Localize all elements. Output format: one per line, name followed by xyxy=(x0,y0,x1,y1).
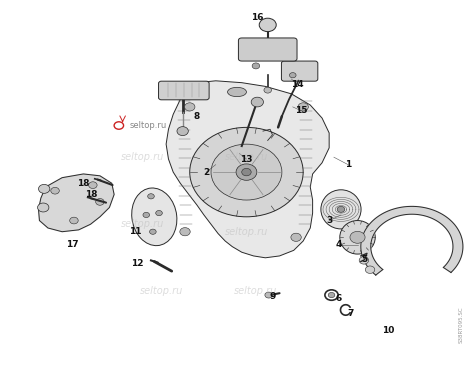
Text: 14: 14 xyxy=(291,80,304,89)
Circle shape xyxy=(350,232,365,243)
Circle shape xyxy=(264,87,272,93)
Circle shape xyxy=(337,206,345,212)
Circle shape xyxy=(265,292,273,298)
Circle shape xyxy=(242,168,251,176)
Circle shape xyxy=(328,292,335,298)
Text: 5: 5 xyxy=(362,255,368,264)
Text: 2: 2 xyxy=(203,168,210,177)
Text: 10: 10 xyxy=(382,326,394,335)
Circle shape xyxy=(252,63,260,69)
Text: 9: 9 xyxy=(269,292,276,301)
Circle shape xyxy=(180,228,190,236)
Text: 13: 13 xyxy=(240,154,253,163)
Text: seltop.ru: seltop.ru xyxy=(225,227,268,237)
Circle shape xyxy=(291,233,301,241)
Circle shape xyxy=(156,211,162,216)
Circle shape xyxy=(251,97,264,107)
Circle shape xyxy=(37,203,49,212)
Circle shape xyxy=(51,187,59,194)
Text: seltop.ru: seltop.ru xyxy=(234,286,278,296)
Circle shape xyxy=(38,184,50,193)
Circle shape xyxy=(298,103,309,111)
Ellipse shape xyxy=(340,221,375,254)
Text: 18: 18 xyxy=(77,179,90,188)
Polygon shape xyxy=(38,174,114,232)
Circle shape xyxy=(150,229,156,234)
Text: 1: 1 xyxy=(345,160,351,169)
Text: seltop.ru: seltop.ru xyxy=(129,121,166,130)
Text: seltop.ru: seltop.ru xyxy=(121,219,164,229)
Text: seltop.ru: seltop.ru xyxy=(140,286,183,296)
Circle shape xyxy=(290,73,296,78)
Circle shape xyxy=(259,18,276,32)
Text: 6: 6 xyxy=(336,294,342,303)
Circle shape xyxy=(190,128,303,217)
Circle shape xyxy=(236,164,257,180)
Text: 12: 12 xyxy=(131,259,144,268)
Polygon shape xyxy=(166,81,329,258)
Text: 8: 8 xyxy=(194,112,200,121)
Circle shape xyxy=(184,103,195,111)
Text: S38RT095.SC: S38RT095.SC xyxy=(459,307,464,343)
Text: 18: 18 xyxy=(85,190,98,199)
Text: 17: 17 xyxy=(66,240,79,249)
Text: 7: 7 xyxy=(347,309,354,318)
Text: 16: 16 xyxy=(251,13,264,22)
Text: 15: 15 xyxy=(294,106,307,115)
Circle shape xyxy=(359,257,369,264)
Circle shape xyxy=(70,217,78,224)
FancyBboxPatch shape xyxy=(282,61,318,81)
Ellipse shape xyxy=(321,190,361,229)
Ellipse shape xyxy=(228,87,246,96)
Ellipse shape xyxy=(132,188,177,246)
FancyBboxPatch shape xyxy=(238,38,297,61)
Text: seltop.ru: seltop.ru xyxy=(225,152,268,162)
Text: 11: 11 xyxy=(129,227,142,236)
FancyBboxPatch shape xyxy=(158,81,209,100)
Polygon shape xyxy=(361,206,463,275)
Text: 3: 3 xyxy=(326,216,332,225)
Circle shape xyxy=(89,182,97,188)
Circle shape xyxy=(211,144,282,200)
Text: 4: 4 xyxy=(336,240,342,249)
Circle shape xyxy=(365,266,375,273)
Circle shape xyxy=(177,127,188,136)
Text: seltop.ru: seltop.ru xyxy=(121,152,164,162)
Circle shape xyxy=(148,194,155,199)
Circle shape xyxy=(143,212,150,218)
Circle shape xyxy=(96,199,104,205)
